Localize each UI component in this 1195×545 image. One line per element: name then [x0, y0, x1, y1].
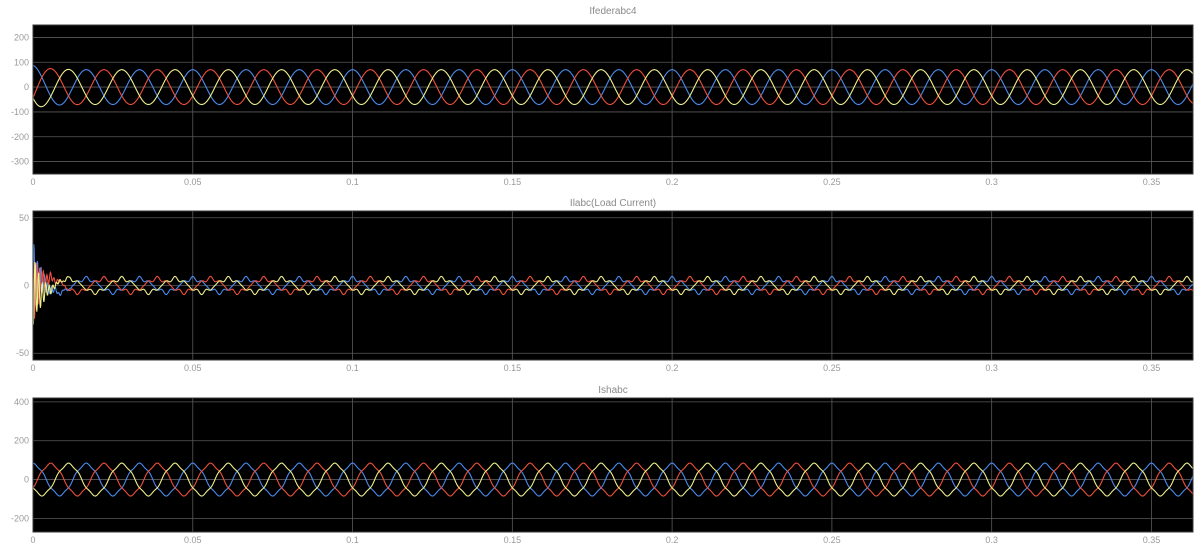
x-tick-label: 0.3 — [985, 535, 998, 545]
load-current-plot: Ilabc(Load Current)500-500 0.05 0.1 0.15 0.2… — [16, 198, 1194, 373]
x-tick-label: 0 — [30, 177, 35, 187]
y-tick-label: -200 — [11, 132, 29, 142]
phase-trace-1 — [32, 462, 1194, 497]
x-tick-label: 0.15 — [504, 535, 522, 545]
shunt-current-plot: Ishabc 400 200 0 -200 0 0.05 0.1 0.15 0.2 0.25 0.3 0… — [11, 385, 1194, 545]
x-tick-label: 0 — [30, 363, 35, 373]
x-tick-label: 0.05 — [184, 177, 202, 187]
x-tick-label: 0.35 — [1143, 177, 1161, 187]
y-tick-label: 50 — [19, 213, 29, 223]
y-tick-label: 100 — [14, 57, 29, 67]
x-tick-label: 0.15 — [504, 177, 522, 187]
x-tick-label: 0 — [30, 535, 35, 545]
phase-trace-1 — [32, 64, 1194, 106]
y-tick-label: -200 — [11, 513, 29, 523]
phase-trace-2 — [32, 462, 1194, 497]
x-tick-label: 0.15 — [504, 363, 522, 373]
x-tick-label: 0.25 — [823, 177, 841, 187]
y-tick-label: 200 — [14, 436, 29, 446]
phase-trace-1 — [32, 244, 1194, 306]
x-tick-label: 0.3 — [985, 177, 998, 187]
x-tick-label: 0.25 — [823, 363, 841, 373]
x-tick-label: 0.1 — [346, 535, 359, 545]
x-tick-label: 0.05 — [184, 363, 202, 373]
phase-trace-2 — [32, 68, 1194, 106]
x-tick-label: 0.3 — [985, 363, 998, 373]
scope-panel-3: Ishabc 400 200 0 -200 0 0.05 0.1 0.15 0.2 0.25 0.3 0… — [0, 376, 1195, 545]
phase-trace-2 — [32, 258, 1194, 319]
chart-title: Ishabc — [598, 385, 627, 396]
scope-panel-1: Ifederabc4 200 100 0 -100 -200 -300 0 0.05 0.1 0.1… — [0, 0, 1195, 188]
chart-title: Ifederabc4 — [589, 6, 637, 17]
phase-trace-3 — [32, 68, 1194, 108]
y-tick-label: 200 — [14, 32, 29, 42]
x-tick-label: 0.25 — [823, 535, 841, 545]
x-tick-label: 0.35 — [1143, 535, 1161, 545]
chart-title: Ilabc(Load Current) — [570, 198, 656, 209]
x-tick-label: 0.1 — [346, 363, 359, 373]
phase-trace-3 — [32, 261, 1194, 325]
y-tick-label: 0 — [24, 281, 29, 291]
y-tick-label: -300 — [11, 157, 29, 167]
plot-frame — [32, 397, 1194, 533]
plot-area — [33, 398, 1193, 532]
y-tick-label: 400 — [14, 397, 29, 407]
y-tick-label: -100 — [11, 107, 29, 117]
y-tick-label: 0 — [24, 82, 29, 92]
x-tick-label: 0.2 — [666, 177, 679, 187]
y-tick-label: 0 — [24, 475, 29, 485]
x-tick-label: 0.05 — [184, 535, 202, 545]
y-tick-label: -50 — [16, 348, 29, 358]
scope-panel-2: Ilabc(Load Current) 50 0 -50 0 0.05 0.1 0.15 0.2… — [0, 188, 1195, 376]
phase-trace-3 — [32, 462, 1194, 497]
plot-area — [33, 25, 1193, 174]
x-tick-label: 0.35 — [1143, 363, 1161, 373]
x-tick-label: 0.2 — [666, 363, 679, 373]
plot-frame — [32, 24, 1194, 175]
x-tick-label: 0.2 — [666, 535, 679, 545]
x-tick-label: 0.1 — [346, 177, 359, 187]
plot-frame — [32, 210, 1194, 361]
